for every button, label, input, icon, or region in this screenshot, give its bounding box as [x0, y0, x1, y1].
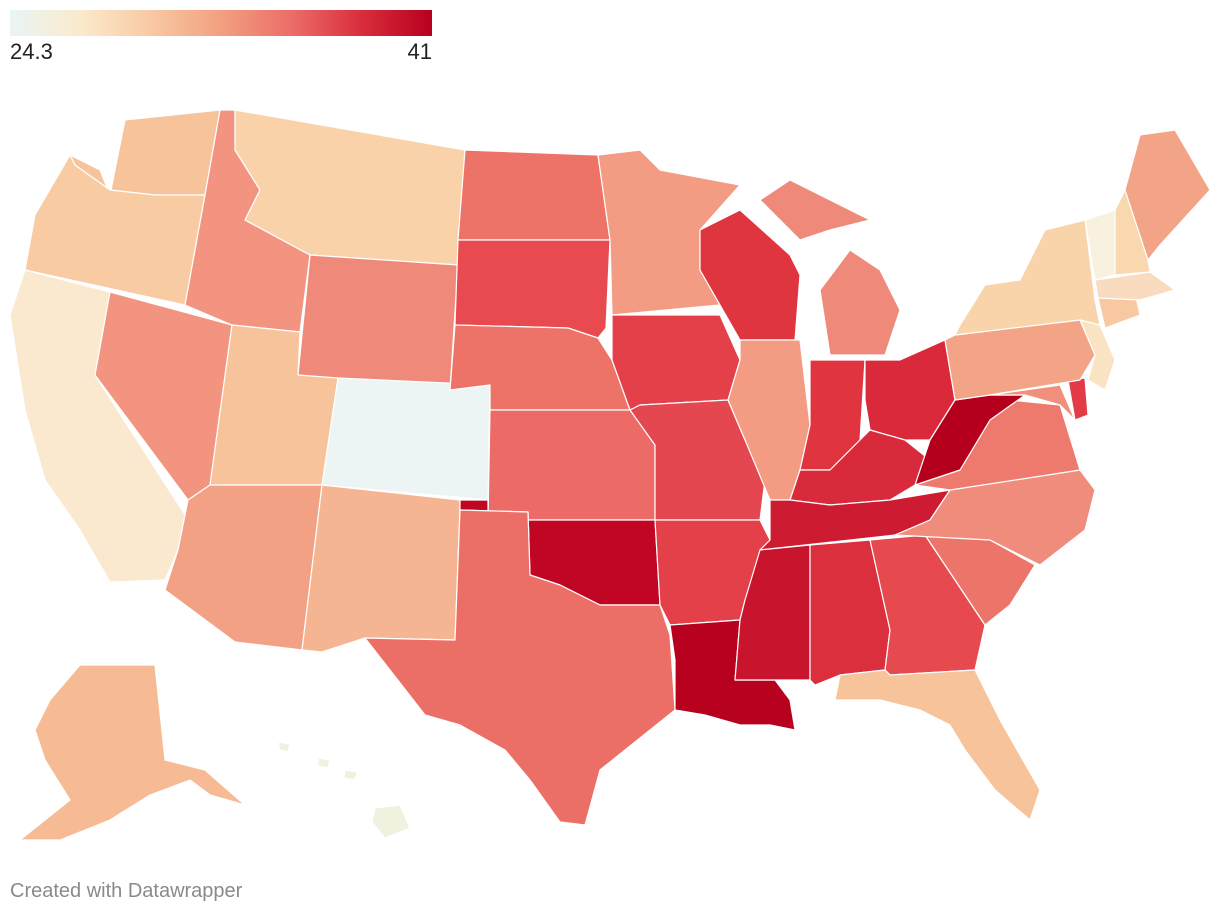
- state-WY[interactable]: [297, 254, 459, 391]
- state-CO[interactable]: [321, 377, 491, 501]
- state-AK[interactable]: [19, 664, 246, 841]
- state-SD[interactable]: [454, 239, 611, 339]
- state-NY[interactable]: [954, 219, 1101, 336]
- state-KS[interactable]: [487, 409, 656, 521]
- credit-text: Created with Datawrapper: [10, 880, 243, 902]
- us-choropleth-map: [9, 109, 1211, 841]
- state-MD[interactable]: [989, 384, 1076, 421]
- state-HI[interactable]: [277, 741, 411, 839]
- state-NM[interactable]: [301, 484, 461, 653]
- state-NH[interactable]: [1114, 189, 1151, 276]
- state-ME[interactable]: [1124, 129, 1211, 261]
- state-FL[interactable]: [834, 669, 1041, 821]
- state-TX[interactable]: [364, 509, 676, 826]
- state-IA[interactable]: [611, 314, 741, 411]
- legend-gradient-bar: [10, 10, 432, 36]
- state-ND[interactable]: [457, 149, 611, 241]
- state-MI[interactable]: [759, 179, 901, 356]
- color-legend: 24.3 41: [10, 10, 432, 65]
- legend-min-label: 24.3: [10, 39, 53, 64]
- legend-max-label: 41: [407, 39, 432, 64]
- state-AZ[interactable]: [164, 484, 323, 651]
